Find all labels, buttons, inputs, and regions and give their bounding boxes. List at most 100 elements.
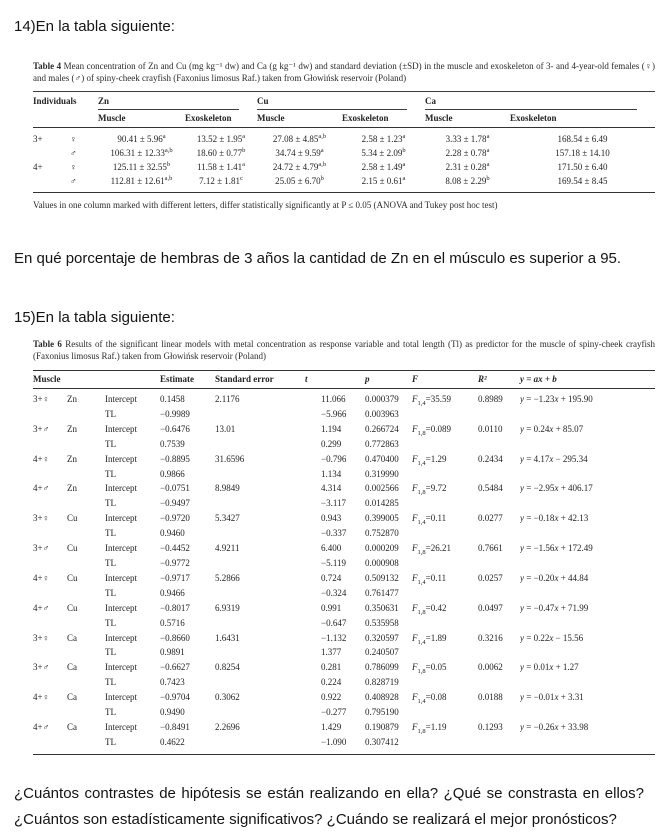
table6-t-cell: −0.796 <box>321 453 347 464</box>
table6-param-cell: Intercept <box>105 632 137 643</box>
table6-f-cell: F1,4=1.29 <box>412 453 447 467</box>
table4-table: Individuals Zn Cu Ca Muscle Exoskeleton … <box>33 91 656 193</box>
table6-empty-cell <box>478 675 520 690</box>
table6-t-cell: −1.132 <box>321 632 347 643</box>
table6-se-cell: 4.9211 <box>215 543 240 554</box>
table6-se-cell: 0.3062 <box>215 692 240 703</box>
table6-eq-cell: y = −0.26x + 33.98 <box>520 721 589 732</box>
table6-empty-cell <box>412 675 478 690</box>
table6-row-tl: TL 0.9866 1.134 0.319990 <box>33 467 655 482</box>
table4-group-header-zn: Zn <box>98 92 257 110</box>
table6-eq-cell: y = −0.18x + 42.13 <box>520 513 589 524</box>
table6-t-cell: −0.277 <box>321 707 347 718</box>
table4-value-cell: 3.33 ± 1.78a <box>445 133 490 144</box>
significance-letter: a <box>486 147 490 154</box>
table6-empty-cell <box>478 705 520 720</box>
table6-r2-cell: 0.0257 <box>478 572 503 583</box>
table6-empty-cell <box>520 526 655 541</box>
table6-metal-cell: Cu <box>67 572 78 583</box>
table6-param-cell: TL <box>105 557 116 568</box>
table6-col-muscle: Muscle <box>33 374 61 384</box>
table6-t-cell: 4.314 <box>321 483 342 494</box>
table6-p-cell: 0.003963 <box>365 408 399 419</box>
table6-f-cell: F1,8=0.05 <box>412 662 447 676</box>
table6-t-cell: −1.090 <box>321 736 347 747</box>
table6-param-cell: Intercept <box>105 483 137 494</box>
table6-estimate-cell: −0.9720 <box>160 513 190 524</box>
table6-t-cell: −3.117 <box>321 498 347 509</box>
table6-row-tl: TL −0.9989 −5.966 0.003963 <box>33 407 655 422</box>
table6-empty-cell <box>412 705 478 720</box>
table6-f-cell: F1,8=1.19 <box>412 721 447 735</box>
table4-caption-text: Mean concentration of Zn and Cu (mg kg⁻¹… <box>33 61 655 83</box>
table6-col-f: F <box>412 374 419 384</box>
table6-f-cell: F1,4=0.08 <box>412 692 447 705</box>
table4-col-ca-muscle: Muscle <box>425 113 453 123</box>
table4-col-cu-exoskeleton: Exoskeleton <box>342 113 389 123</box>
table6-row-intercept: 3+♂ Ca Intercept −0.6627 0.8254 0.281 0.786099… <box>33 660 655 675</box>
table6-r2-cell: 0.0188 <box>478 692 503 703</box>
table6-empty-cell <box>67 616 105 631</box>
table6-empty-cell <box>215 675 305 690</box>
question-14-body: En qué porcentaje de hembras de 3 años l… <box>14 250 622 267</box>
table6-empty-cell <box>33 586 67 601</box>
table6-f-cell: F1,8=26.21 <box>412 543 451 556</box>
question-15-line2: ¿Cuántos son estadísticamente significat… <box>14 810 617 828</box>
table4-sex-cell: ♀ <box>70 162 77 172</box>
table4-value-cell: 157.18 ± 14.10 <box>555 148 610 158</box>
table4-caption-label: Table 4 <box>33 61 62 71</box>
table6-empty-cell <box>33 675 67 690</box>
table6-empty-cell <box>215 556 305 571</box>
question-15-line1: ¿Cuántos contrastes de hipótesis se está… <box>14 784 644 802</box>
table6-empty-cell <box>33 526 67 541</box>
table4-group-header-cu: Cu <box>257 92 425 110</box>
table6-se-cell: 8.9849 <box>215 483 240 494</box>
table6-caption: Table 6 Results of the significant linea… <box>33 339 655 362</box>
table6-row-tl: TL −0.9497 −3.117 0.014285 <box>33 496 655 511</box>
table6-empty-cell <box>412 616 478 631</box>
table6-p-cell: 0.190879 <box>365 721 399 732</box>
table6-se-cell: 31.6596 <box>215 453 245 464</box>
table6-empty-cell <box>520 556 655 571</box>
table4-age-cell: 3+ <box>33 134 43 144</box>
table6-t-cell: 11.066 <box>321 394 346 404</box>
table6-row-tl: TL −0.9772 −5.119 0.000908 <box>33 556 655 571</box>
table6-f-cell: F1,4=1.89 <box>412 632 447 646</box>
table6-empty-cell <box>412 526 478 541</box>
table6-p-cell: 0.320597 <box>365 632 399 643</box>
table6-row-intercept: 4+♂ Zn Intercept −0.0751 8.9849 4.314 0.002566… <box>33 481 655 496</box>
table6-row-tl: TL 0.9466 −0.324 0.761477 <box>33 586 655 601</box>
table4-value-cell: 5.34 ± 2.09b <box>361 147 406 158</box>
table6-t-cell: 0.943 <box>321 513 342 524</box>
table6-r2-cell: 0.3216 <box>478 632 503 643</box>
table6-p-cell: 0.535958 <box>365 617 399 628</box>
table6-param-cell: TL <box>105 438 116 449</box>
table6-empty-cell <box>520 496 655 511</box>
table6-empty-cell <box>215 437 305 452</box>
table6-t-cell: 0.922 <box>321 692 342 703</box>
table6-header: Muscle Estimate Standard error t p F R² … <box>33 371 656 389</box>
table6-empty-cell <box>520 645 655 660</box>
table6-se-cell: 6.9319 <box>215 602 240 613</box>
table6-block: Table 6 Results of the significant linea… <box>33 339 656 755</box>
table6-empty-cell <box>215 616 305 631</box>
table4-value-cell: 34.74 ± 9.59a <box>275 147 324 158</box>
significance-letter: a,b <box>318 133 327 140</box>
table4-header: Individuals Zn Cu Ca Muscle Exoskeleton … <box>33 92 656 128</box>
table6-row-intercept: 3+♀ Ca Intercept −0.8660 1.6431 −1.132 0.32059… <box>33 631 655 646</box>
table6-group-cell: 4+♀ <box>33 692 50 703</box>
table4-value-cell: 7.12 ± 1.81c <box>199 175 243 186</box>
table6-eq-cell: y = −2.95x + 406.17 <box>520 483 593 494</box>
table4-sex-cell: ♀ <box>70 134 77 144</box>
table6-p-cell: 0.772863 <box>365 438 399 449</box>
table6-row-intercept: 3+♂ Zn Intercept −0.6476 13.01 1.194 0.266724 F… <box>33 422 655 437</box>
table6-empty-cell <box>215 467 305 482</box>
significance-letter: c <box>240 175 243 182</box>
table6-group-cell: 4+♀ <box>33 572 50 583</box>
table6-empty-cell <box>412 407 478 422</box>
table4-value-cell: 171.50 ± 6.40 <box>557 162 608 172</box>
table6-p-cell: 0.307412 <box>365 736 399 747</box>
table6-param-cell: Intercept <box>105 692 137 703</box>
table6-empty-cell <box>412 645 478 660</box>
table4-value-cell: 125.11 ± 32.55b <box>112 161 171 172</box>
